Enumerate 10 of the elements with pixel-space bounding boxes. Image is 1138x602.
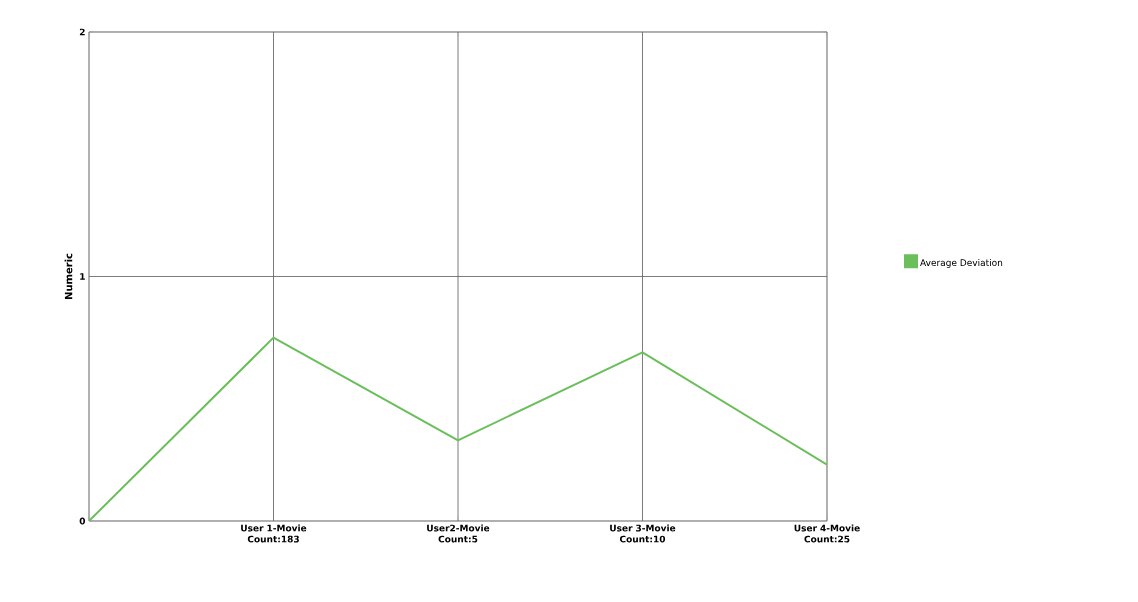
y-tick-label: 1: [80, 273, 85, 280]
y-tick-label: 2: [79, 28, 85, 36]
x-tick-label: User 4-Movie Count:25: [794, 524, 860, 543]
y-axis-title: Numeric: [64, 253, 73, 300]
legend-label: Average Deviation: [920, 259, 1003, 268]
x-tick-label: User 1-Movie Count:183: [241, 524, 307, 543]
line-series: [89, 336, 827, 521]
y-tick-label: 0: [79, 517, 86, 525]
x-tick-label: User2-Movie Count:5: [427, 524, 490, 543]
x-tick-label: User 3-Movie Count:10: [610, 524, 676, 543]
